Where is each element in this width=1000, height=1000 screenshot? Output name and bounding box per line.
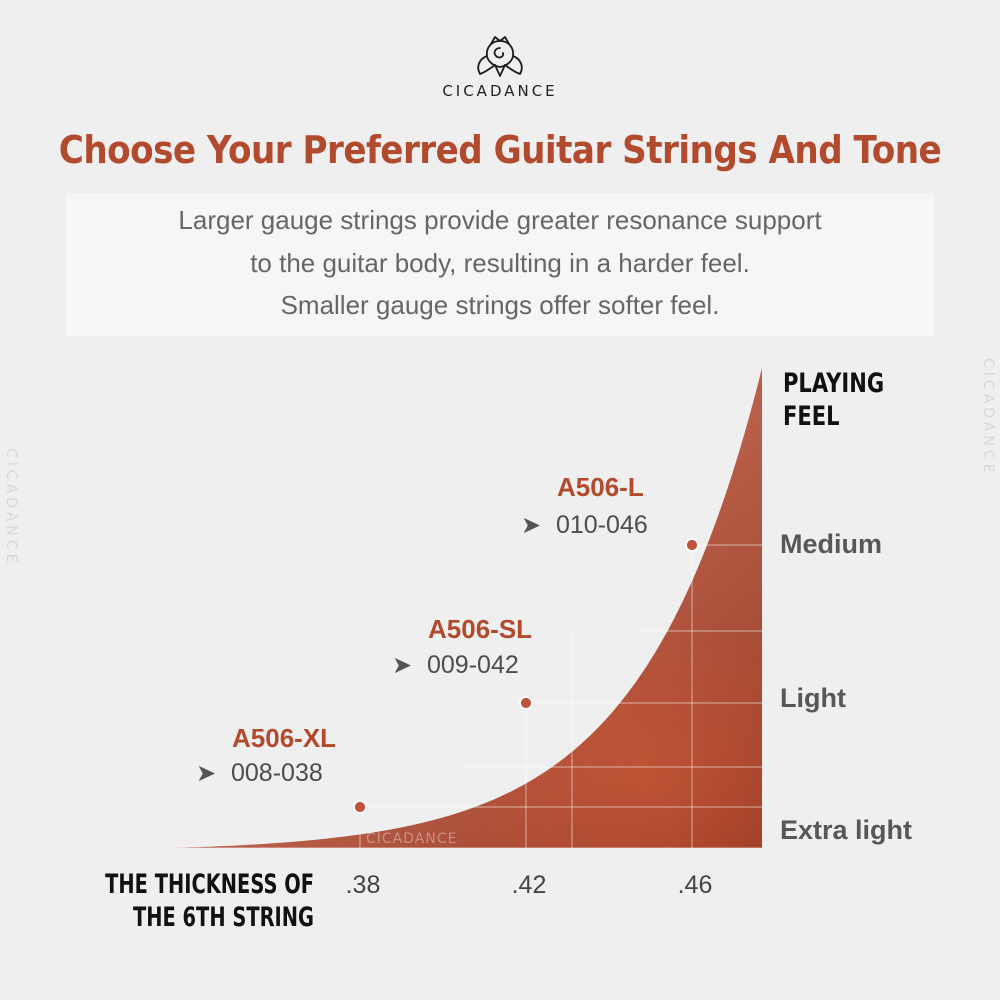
description-line: to the guitar body, resulting in a harde…	[250, 248, 750, 278]
brand-name: CICADANCE	[442, 82, 558, 100]
y-level-label: Extra light	[780, 815, 912, 845]
y-axis-title: FEEL	[783, 400, 840, 431]
x-tick-label: .42	[512, 871, 547, 899]
cicada-icon	[477, 36, 523, 77]
y-axis-title: PLAYING	[783, 367, 884, 398]
y-level-label: Medium	[780, 529, 882, 559]
description-line: Larger gauge strings provide greater res…	[178, 205, 822, 235]
model-name-label: A506-L	[557, 472, 644, 502]
gauge-range-label: 008-038	[231, 759, 323, 787]
y-level-label: Light	[780, 683, 846, 713]
chart-watermark: CICADANCE	[366, 831, 457, 847]
model-name-label: A506-SL	[428, 614, 532, 644]
watermark-right: CICADANCE	[980, 358, 996, 477]
data-point	[519, 696, 533, 710]
brand-logo: CICADANCE	[0, 32, 1000, 100]
page-title: Choose Your Preferred Guitar Strings And…	[58, 128, 942, 172]
gauge-range-label: 010-046	[556, 511, 648, 539]
watermark-left: CICADANCE	[3, 448, 19, 567]
data-point	[685, 538, 699, 552]
model-name-label: A506-XL	[232, 723, 336, 753]
pointer-arrow-icon: ➤	[521, 511, 541, 539]
x-tick-label: .38	[346, 871, 381, 899]
description-line: Smaller gauge strings offer softer feel.	[280, 290, 720, 320]
pointer-arrow-icon: ➤	[196, 759, 216, 787]
pointer-arrow-icon: ➤	[392, 651, 412, 679]
description-box: Larger gauge strings provide greater res…	[66, 193, 934, 336]
curve-highlight	[172, 368, 762, 848]
gauge-range-label: 009-042	[427, 651, 519, 679]
data-point	[353, 800, 367, 814]
x-axis-title: THE 6TH STRING	[133, 901, 314, 933]
x-axis-title: THE THICKNESS OF	[105, 868, 314, 900]
x-tick-label: .46	[678, 871, 713, 899]
